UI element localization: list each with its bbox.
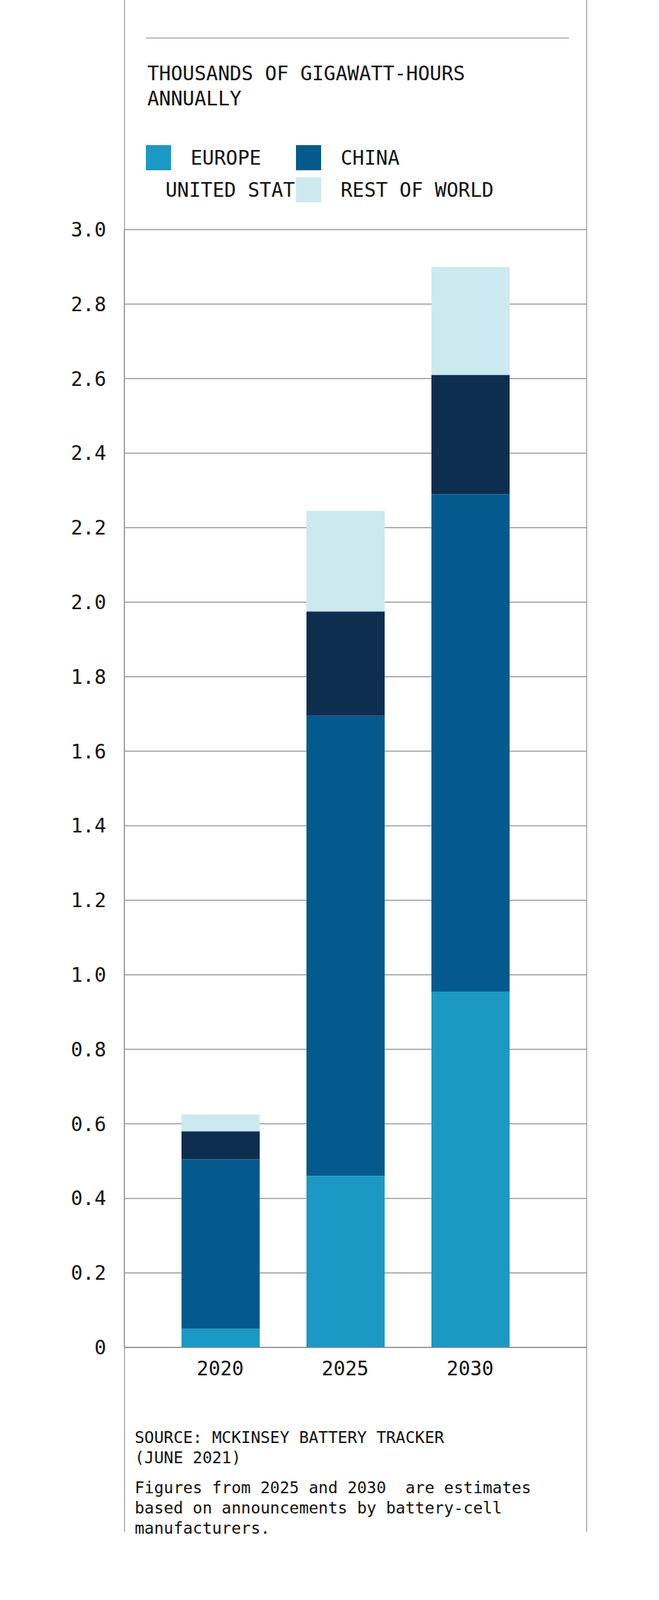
svg-text:1.0: 1.0: [70, 964, 107, 988]
svg-text:1.6: 1.6: [70, 740, 107, 764]
svg-text:0.2: 0.2: [70, 1262, 107, 1286]
html-text:REST OF WORLD: REST OF WORLD: [340, 178, 494, 202]
svg-text:2.6: 2.6: [70, 367, 107, 391]
html-text:CHINA: CHINA: [340, 146, 400, 170]
html-text:UNITED STATES: UNITED STATES: [165, 178, 319, 202]
svg-text:1.2: 1.2: [70, 889, 107, 913]
svg-text:2.0: 2.0: [70, 591, 107, 615]
svg-text:2025: 2025: [321, 1357, 369, 1381]
svg-text:0.8: 0.8: [70, 1038, 107, 1062]
svg-text:2.8: 2.8: [70, 293, 107, 317]
svg-text:0.6: 0.6: [70, 1113, 107, 1137]
svg-text:2020: 2020: [196, 1357, 244, 1381]
svg-text:1.8: 1.8: [70, 665, 107, 690]
html-text:SOURCE: MCKINSEY BATTERY TRACK: SOURCE: MCKINSEY BATTERY TRACKER (JUNE 2…: [134, 1428, 454, 1468]
html-text:EUROPE: EUROPE: [190, 146, 262, 170]
html-text:THOUSANDS OF GIGAWATT-HOURS AN: THOUSANDS OF GIGAWATT-HOURS ANNUALLY: [147, 62, 466, 111]
svg-text:2.4: 2.4: [70, 441, 107, 465]
svg-text:0: 0: [94, 1336, 107, 1360]
svg-text:2030: 2030: [446, 1357, 494, 1381]
svg-text:2.2: 2.2: [70, 516, 107, 540]
svg-text:3.0: 3.0: [70, 218, 107, 242]
svg-text:1.4: 1.4: [70, 814, 107, 838]
svg-text:0.4: 0.4: [70, 1187, 107, 1211]
html-text:Figures from 2025 and 2030 are: Figures from 2025 and 2030 are estimates…: [134, 1479, 541, 1538]
